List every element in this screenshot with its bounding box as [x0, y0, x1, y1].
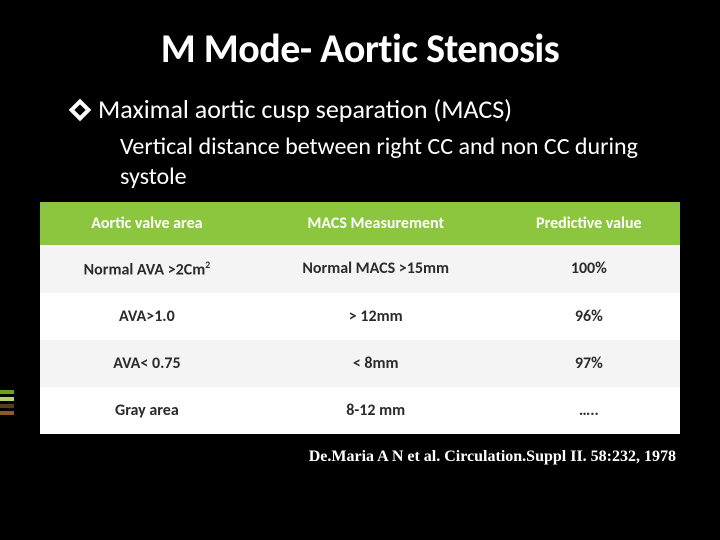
table-cell: 8-12 mm [254, 387, 498, 434]
diamond-bullet-icon [69, 99, 92, 122]
table-cell: Normal AVA >2Cm2 [40, 245, 254, 293]
table-row: AVA>1.0 > 12mm 96% [40, 293, 680, 340]
col-header: Aortic valve area [40, 202, 254, 245]
table-cell: Normal MACS >15mm [254, 245, 498, 293]
table-cell: > 12mm [254, 293, 498, 340]
table-cell: 100% [498, 245, 680, 293]
table-row: Normal AVA >2Cm2 Normal MACS >15mm 100% [40, 245, 680, 293]
table-cell: Gray area [40, 387, 254, 434]
table-cell: AVA< 0.75 [40, 340, 254, 387]
col-header: Predictive value [498, 202, 680, 245]
citation-text: De.Maria A N et al. Circulation.Suppl II… [0, 434, 720, 466]
accent-mark [0, 404, 14, 408]
table-header-row: Aortic valve area MACS Measurement Predi… [40, 202, 680, 245]
table-container: Aortic valve area MACS Measurement Predi… [0, 192, 720, 434]
table-cell: AVA>1.0 [40, 293, 254, 340]
table-cell: 97% [498, 340, 680, 387]
bullet-subtext: Vertical distance between right CC and n… [0, 132, 720, 192]
macs-table: Aortic valve area MACS Measurement Predi… [40, 202, 680, 434]
accent-mark [0, 397, 14, 401]
table-cell: ….. [498, 387, 680, 434]
table-row: AVA< 0.75 < 8mm 97% [40, 340, 680, 387]
left-accent-marks [0, 390, 14, 418]
col-header: MACS Measurement [254, 202, 498, 245]
bullet-heading: Maximal aortic cusp separation (MACS) [98, 93, 512, 126]
table-cell: 96% [498, 293, 680, 340]
table-cell: < 8mm [254, 340, 498, 387]
bullet-row: Maximal aortic cusp separation (MACS) [0, 93, 720, 126]
table-row: Gray area 8-12 mm ….. [40, 387, 680, 434]
accent-mark [0, 390, 14, 394]
slide-title: M Mode- Aortic Stenosis [0, 0, 720, 93]
accent-mark [0, 411, 14, 415]
table-body: Normal AVA >2Cm2 Normal MACS >15mm 100% … [40, 245, 680, 434]
